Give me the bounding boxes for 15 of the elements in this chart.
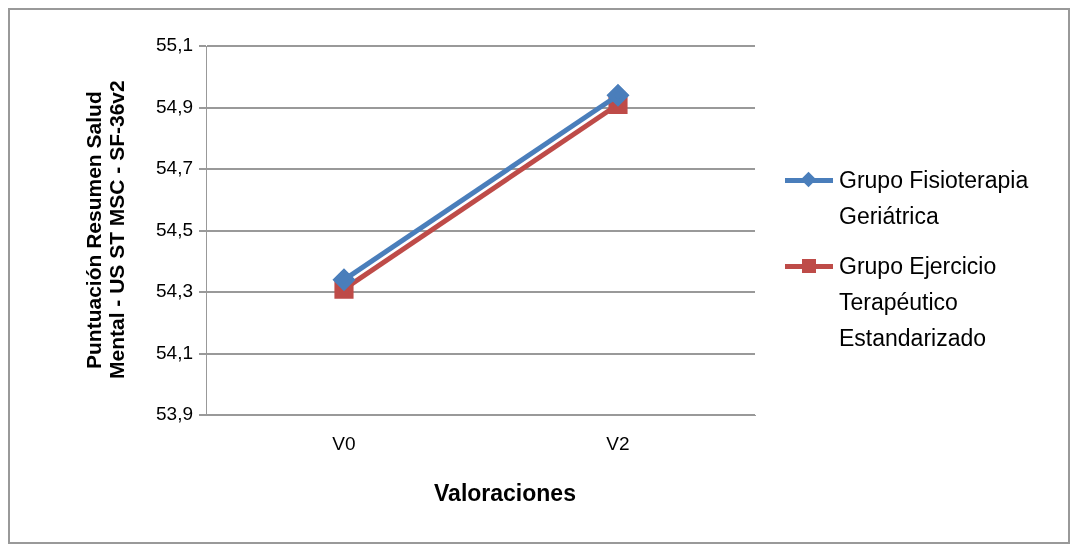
point — [333, 269, 355, 291]
y-tick-label: 54,5 — [156, 218, 193, 240]
x-tick-label: V0 — [332, 432, 356, 454]
y-tick-label: 54,1 — [156, 341, 193, 363]
legend-label: Grupo Ejercicio Terapéutico Estandarizado — [839, 252, 998, 353]
y-tick-label: 55,1 — [156, 34, 193, 56]
y-tick-label: 54,3 — [156, 280, 193, 302]
x-tick-label: V2 — [606, 432, 630, 454]
point — [607, 84, 629, 106]
legend-label: Grupo Fisioterapia Geriátrica — [839, 166, 1030, 231]
y-tick-label: 53,9 — [156, 403, 193, 425]
y-tick-label: 54,7 — [156, 157, 193, 179]
y-tick-label: 54,9 — [156, 95, 193, 117]
y-axis-title: Puntuación Resumen Salud Mental - US ST MSC - SF-36v2 — [82, 79, 128, 382]
x-axis-title: Valoraciones — [433, 480, 577, 507]
